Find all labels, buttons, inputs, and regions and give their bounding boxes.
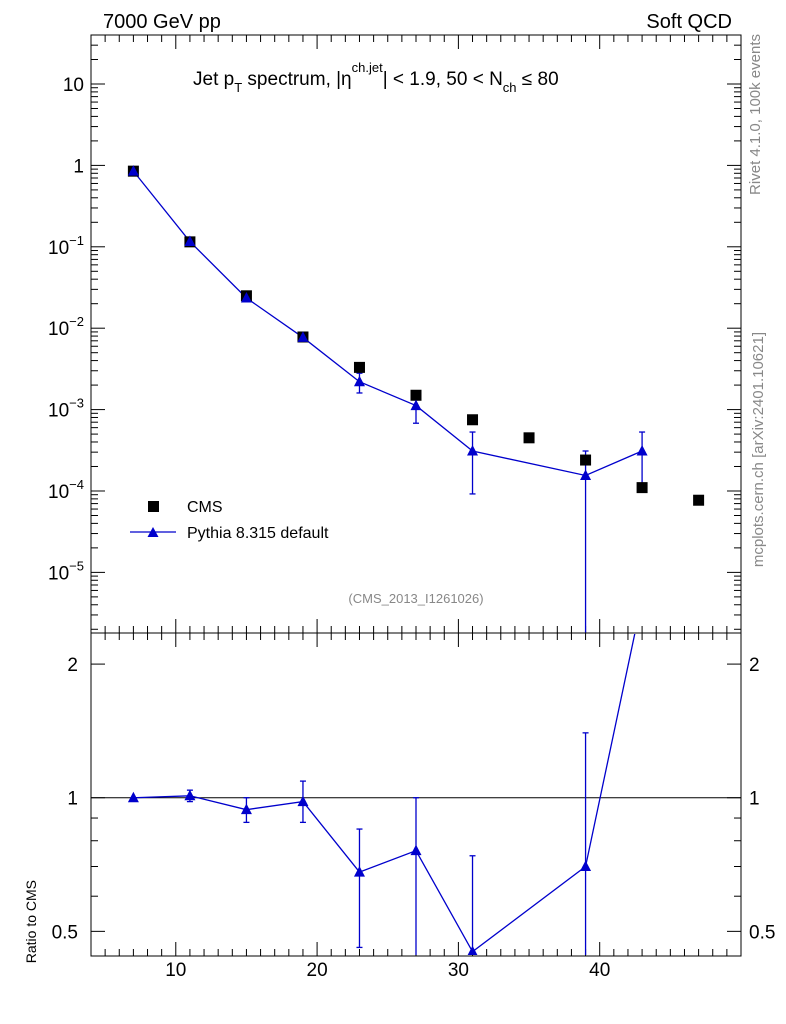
mc-data-point	[467, 444, 479, 456]
main-frame	[90, 34, 742, 634]
cms-data-point	[410, 389, 422, 401]
cms-data-point	[353, 361, 365, 373]
y-tick-label: 10−4	[48, 477, 84, 503]
mcplots-label: mcplots.cern.ch [arXiv:2401.10621]	[750, 332, 767, 567]
ratio-data-point	[580, 860, 592, 871]
x-tick-label: 10	[165, 960, 186, 981]
x-tick-label: 40	[589, 960, 610, 981]
ratio-panel: 0.5 0.5 1 1 2 2 10 20 30 40 Ratio to CMS	[23, 593, 776, 981]
ratio-data-point	[410, 844, 422, 856]
ratio-data-point	[467, 945, 478, 955]
legend-marker-pythia	[147, 527, 159, 537]
mc-series-line	[132, 170, 643, 477]
x-tick-label: 20	[307, 960, 328, 981]
mc-data-point	[636, 444, 648, 456]
legend-label-pythia: Pythia 8.315 default	[187, 525, 329, 542]
ratio-series-group	[127, 593, 648, 955]
legend: CMS Pythia 8.315 default	[130, 499, 329, 542]
y-tick-label: 1	[73, 156, 84, 177]
y-tick-label: 10−2	[48, 314, 84, 340]
ratio-data-layer	[91, 593, 741, 955]
mc-data-point	[580, 469, 592, 480]
ratio-series-line	[133, 634, 636, 953]
rivet-version-label: Rivet 4.1.0, 100k events	[747, 34, 764, 195]
cms-data-point	[580, 454, 592, 466]
main-data-layer	[127, 165, 705, 633]
ratio-y-tick-label: 0.5	[52, 922, 78, 943]
main-series-group	[127, 165, 705, 633]
energy-label: 7000 GeV pp	[103, 11, 221, 33]
ratio-y-tick-label: 2	[67, 655, 78, 676]
mc-data-point	[297, 331, 309, 342]
ratio-y-tick-label-right: 2	[749, 655, 760, 676]
main-y-tick-labels: 10 1 10−1 10−2 10−3 10−4 10−5	[48, 75, 84, 584]
plot-title: Jet pT spectrum, |ηch.jet| < 1.9, 50 < N…	[193, 60, 559, 95]
legend-label-cms: CMS	[187, 499, 223, 516]
y-tick-label: 10−1	[48, 233, 84, 259]
mc-data-point	[184, 235, 196, 247]
x-tick-label: 30	[448, 960, 469, 981]
mc-data-point	[353, 375, 365, 387]
x-tick-labels: 10 20 30 40	[165, 960, 610, 981]
ratio-y-tick-label-right: 1	[749, 789, 760, 810]
ratio-data-point	[353, 866, 365, 877]
y-tick-label: 10−3	[48, 396, 84, 422]
cms-data-point	[636, 482, 648, 494]
ratio-y-axis-label: Ratio to CMS	[23, 880, 39, 963]
legend-marker-cms	[148, 501, 159, 512]
mc-data-point	[127, 165, 139, 176]
mc-data-point	[410, 399, 422, 411]
mc-data-point	[240, 291, 252, 303]
main-axis-ticks	[91, 34, 741, 633]
main-panel: 10 1 10−1 10−2 10−3 10−4 10−5 Jet pT spectrum,…	[48, 34, 742, 634]
y-tick-label: 10	[63, 75, 84, 96]
cms-data-point	[523, 432, 535, 444]
category-label: Soft QCD	[646, 11, 732, 33]
ratio-data-point	[184, 789, 196, 801]
ratio-data-point	[297, 795, 309, 807]
ratio-y-tick-label-right: 0.5	[749, 922, 775, 943]
analysis-label: (CMS_2013_I1261026)	[348, 591, 483, 606]
cms-data-point	[467, 414, 479, 426]
ratio-data-point	[637, 593, 648, 604]
ratio-y-tick-label: 1	[67, 789, 78, 810]
ratio-data-point	[127, 791, 139, 803]
ratio-y-tick-labels: 0.5 0.5 1 1 2 2	[52, 655, 776, 943]
y-tick-label: 10−5	[48, 558, 84, 584]
cms-data-point	[693, 494, 705, 506]
ratio-data-point	[240, 803, 252, 815]
